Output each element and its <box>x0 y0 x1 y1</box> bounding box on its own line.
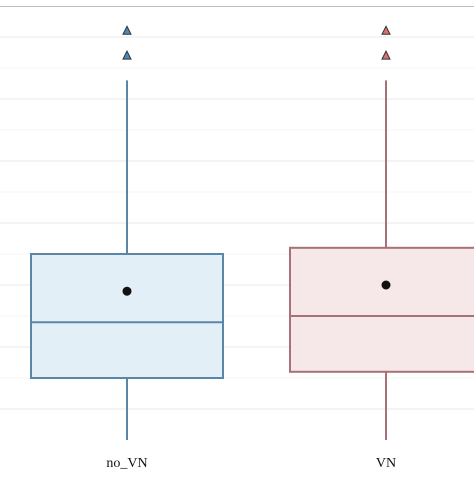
outlier-point-no-vn <box>122 49 132 60</box>
x-tick-label-vn: VN <box>376 456 396 471</box>
box-no-vn <box>30 253 224 379</box>
outlier-point-no-vn <box>122 25 132 35</box>
x-tick-label-no-vn: no_VN <box>106 456 147 471</box>
label-layer: no_VN VN <box>106 456 396 471</box>
box-vn <box>289 246 474 373</box>
mean-point-no-vn <box>122 286 132 296</box>
outlier-point-vn <box>381 49 391 60</box>
box-layer <box>30 25 474 440</box>
outlier-point-vn <box>381 25 391 35</box>
mean-point-vn <box>381 280 391 290</box>
